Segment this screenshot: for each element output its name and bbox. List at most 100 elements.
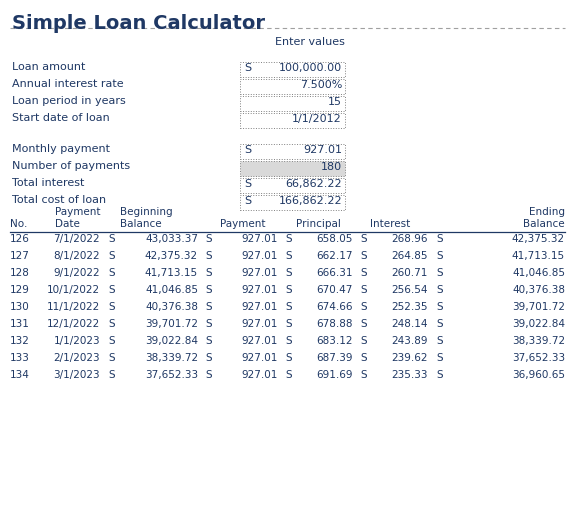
Text: 37,652.33: 37,652.33	[512, 353, 565, 363]
Text: 927.01: 927.01	[242, 234, 278, 244]
Text: 129: 129	[10, 285, 30, 295]
Text: S: S	[436, 302, 443, 312]
Text: 248.14: 248.14	[392, 319, 428, 329]
Text: S: S	[205, 285, 212, 295]
Text: S: S	[108, 319, 114, 329]
Text: S: S	[436, 370, 443, 380]
Text: S: S	[285, 251, 292, 261]
Text: S: S	[108, 251, 114, 261]
Text: 927.01: 927.01	[242, 353, 278, 363]
Bar	[240, 195, 345, 210]
Text: 268.96: 268.96	[392, 234, 428, 244]
Text: Start date of loan: Start date of loan	[12, 113, 110, 123]
Bar	[240, 62, 345, 77]
Text: S: S	[360, 319, 367, 329]
Text: 132: 132	[10, 336, 30, 346]
Text: 42,375.32: 42,375.32	[145, 251, 198, 261]
Text: 658.05: 658.05	[317, 234, 353, 244]
Text: 7.500%: 7.500%	[300, 80, 342, 90]
Text: 37,652.33: 37,652.33	[145, 370, 198, 380]
Text: S: S	[360, 234, 367, 244]
Text: 256.54: 256.54	[392, 285, 428, 295]
Text: 10/1/2022: 10/1/2022	[47, 285, 100, 295]
Text: S: S	[205, 319, 212, 329]
Text: S: S	[108, 353, 114, 363]
Text: 691.69: 691.69	[316, 370, 353, 380]
Text: Interest: Interest	[370, 219, 410, 229]
Text: 180: 180	[321, 162, 342, 172]
Text: 131: 131	[10, 319, 30, 329]
Text: Simple Loan Calculator: Simple Loan Calculator	[12, 14, 265, 33]
Text: S: S	[108, 370, 114, 380]
Text: S: S	[360, 370, 367, 380]
Text: 41,046.85: 41,046.85	[145, 285, 198, 295]
Text: 678.88: 678.88	[316, 319, 353, 329]
Text: S: S	[285, 336, 292, 346]
Text: S: S	[285, 353, 292, 363]
Text: No.: No.	[10, 219, 28, 229]
Text: 66,862.22: 66,862.22	[285, 179, 342, 189]
Text: S: S	[285, 302, 292, 312]
Text: Beginning: Beginning	[120, 207, 172, 217]
Text: 43,033.37: 43,033.37	[145, 234, 198, 244]
Text: 127: 127	[10, 251, 30, 261]
Text: Annual interest rate: Annual interest rate	[12, 79, 124, 89]
Text: 40,376.38: 40,376.38	[512, 285, 565, 295]
Text: Payment: Payment	[220, 219, 266, 229]
Text: 662.17: 662.17	[316, 251, 353, 261]
Text: 2/1/2023: 2/1/2023	[53, 353, 100, 363]
Text: 927.01: 927.01	[242, 251, 278, 261]
Text: 1/1/2012: 1/1/2012	[292, 114, 342, 124]
Text: 134: 134	[10, 370, 30, 380]
Text: Date: Date	[55, 219, 80, 229]
Text: 683.12: 683.12	[316, 336, 353, 346]
Text: 36,960.65: 36,960.65	[512, 370, 565, 380]
Text: S: S	[108, 302, 114, 312]
Text: 39,022.84: 39,022.84	[512, 319, 565, 329]
Text: S: S	[108, 336, 114, 346]
Text: S: S	[108, 285, 114, 295]
Bar	[240, 96, 345, 111]
Text: 927.01: 927.01	[242, 319, 278, 329]
Text: S: S	[360, 268, 367, 278]
Text: 666.31: 666.31	[316, 268, 353, 278]
Bar	[240, 178, 345, 193]
Text: S: S	[436, 234, 443, 244]
Text: 41,713.15: 41,713.15	[512, 251, 565, 261]
Text: Balance: Balance	[120, 219, 162, 229]
Text: Enter values: Enter values	[275, 37, 345, 47]
Text: 264.85: 264.85	[392, 251, 428, 261]
Text: 39,022.84: 39,022.84	[145, 336, 198, 346]
Text: Principal: Principal	[296, 219, 341, 229]
Text: 927.01: 927.01	[242, 285, 278, 295]
Text: 252.35: 252.35	[392, 302, 428, 312]
Text: S: S	[360, 353, 367, 363]
Text: Monthly payment: Monthly payment	[12, 144, 110, 154]
Text: 1/1/2023: 1/1/2023	[53, 336, 100, 346]
Text: S: S	[205, 353, 212, 363]
Text: 12/1/2022: 12/1/2022	[47, 319, 100, 329]
Text: 11/1/2022: 11/1/2022	[47, 302, 100, 312]
Text: 42,375.32: 42,375.32	[512, 234, 565, 244]
Text: Total cost of loan: Total cost of loan	[12, 195, 106, 205]
Text: S: S	[360, 285, 367, 295]
Text: S: S	[108, 234, 114, 244]
Bar	[240, 79, 345, 94]
Text: 927.01: 927.01	[242, 336, 278, 346]
Text: S: S	[285, 285, 292, 295]
Text: 670.47: 670.47	[317, 285, 353, 295]
Text: S: S	[285, 319, 292, 329]
Text: 39,701.72: 39,701.72	[512, 302, 565, 312]
Text: S: S	[244, 145, 251, 155]
Text: S: S	[244, 63, 251, 73]
Text: 260.71: 260.71	[392, 268, 428, 278]
Text: 39,701.72: 39,701.72	[145, 319, 198, 329]
Text: 100,000.00: 100,000.00	[279, 63, 342, 73]
Text: S: S	[205, 370, 212, 380]
Text: 235.33: 235.33	[392, 370, 428, 380]
Bar	[240, 113, 345, 128]
Text: S: S	[205, 268, 212, 278]
Text: 927.01: 927.01	[242, 268, 278, 278]
Text: 126: 126	[10, 234, 30, 244]
Text: S: S	[205, 251, 212, 261]
